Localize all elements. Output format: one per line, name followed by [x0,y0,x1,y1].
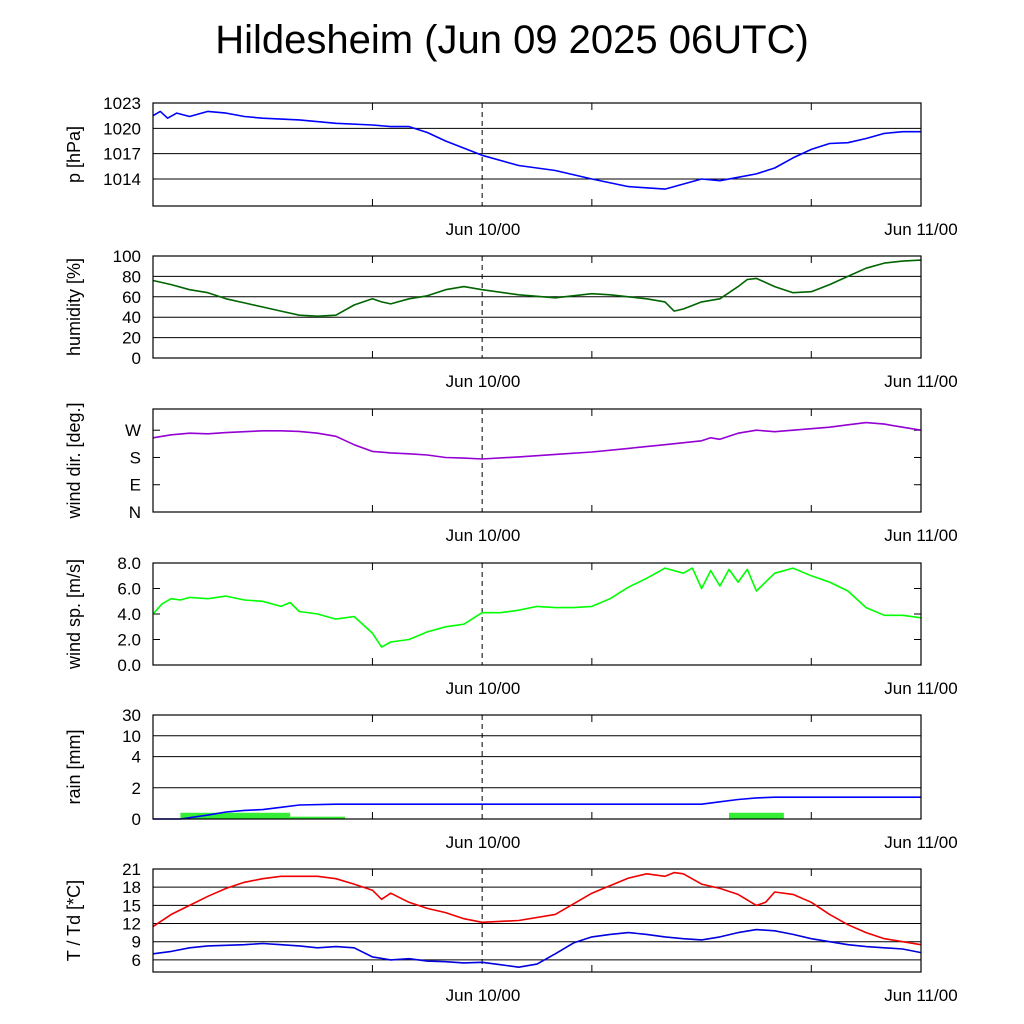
pressure-ytick-label: 1023 [103,94,141,113]
temperature-ylabel: T / Td [*C] [64,880,84,961]
chart-title: Hildesheim (Jun 09 2025 06UTC) [215,18,809,62]
wind-direction-ytick-label: W [125,421,141,440]
rain-series-line-0 [153,796,921,820]
rain-bar [180,812,291,819]
humidity-ytick-label: 20 [122,329,141,348]
rain-frame [152,714,922,820]
rain-bar [290,816,345,819]
humidity-xtick-label: Jun 10/00 [446,372,521,391]
humidity-ytick-label: 100 [113,247,141,266]
rain-xtick-label: Jun 10/00 [446,833,521,852]
temperature-series-line-0 [152,871,922,946]
wind-speed-ytick-label: 2.0 [117,631,141,650]
temperature-ytick-label: 9 [132,933,141,952]
temperature-ytick-label: 12 [122,915,141,934]
wind-speed-ytick-label: 4.0 [117,605,141,624]
humidity-ylabel: humidity [%] [64,258,84,356]
humidity-frame [152,255,922,359]
wind-speed-xtick-label: Jun 10/00 [446,679,521,698]
humidity-ytick-label: 0 [132,349,141,368]
pressure-xtick-label: Jun 10/00 [446,220,521,239]
wind-direction-ytick-label: E [130,476,141,495]
temperature-ytick-label: 18 [122,878,141,897]
rain-bar [729,812,784,819]
humidity-ytick-label: 60 [122,288,141,307]
pressure-ytick-label: 1020 [103,119,141,138]
temperature-xtick-label: Jun 11/00 [884,986,957,1005]
rain-ylabel: rain [mm] [64,729,84,804]
wind-speed-series-line-0 [152,567,922,648]
humidity-ytick-label: 40 [122,308,141,327]
temperature-ytick-label: 21 [122,860,141,879]
pressure-ytick-label: 1014 [103,170,141,189]
rain-ytick-label: 4 [132,748,141,767]
rain-ytick-label: 2 [132,779,141,798]
wind-direction-ytick-label: N [129,503,141,522]
wind-speed-frame [152,562,922,666]
wind-direction-xtick-label: Jun 11/00 [884,526,957,545]
wind-direction-frame [152,408,922,513]
temperature-frame [152,868,922,973]
wind-speed-panel: 8.0 6.0 4.0 2.0 0.0 Jun 10/00 Jun 11/00 wind sp… [64,554,958,698]
pressure-xtick-label: Jun 11/00 [884,220,957,239]
humidity-series-line-0 [152,259,922,318]
wind-direction-ytick-label: S [130,448,141,467]
wind-speed-ytick-label: 8.0 [117,554,141,573]
rain-ytick-label: 30 [122,706,141,725]
wind-speed-xtick-label: Jun 11/00 [884,679,957,698]
temperature-xtick-label: Jun 10/00 [446,986,521,1005]
humidity-ytick-label: 80 [122,267,141,286]
pressure-frame [152,102,922,207]
pressure-series-line-0 [152,110,921,190]
temperature-ytick-label: 15 [122,896,141,915]
temperature-ytick-label: 6 [132,951,141,970]
wind-direction-ylabel: wind dir. [deg.] [64,402,84,519]
rain-panel: 30 10 4 2 0 Jun 10/00 Jun 11/00 rain [mm] [64,706,958,852]
wind-direction-xtick-label: Jun 10/00 [446,526,521,545]
rain-ytick-label: 0 [132,810,141,829]
rain-ytick-label: 10 [122,727,141,746]
rain-xtick-label: Jun 11/00 [884,833,957,852]
wind-speed-ytick-label: 6.0 [117,580,141,599]
pressure-panel: 1023 1020 1017 1014 Jun 10/00 Jun 11/00 p [hPa… [64,94,958,239]
wind-speed-ytick-label: 0.0 [117,656,141,675]
humidity-xtick-label: Jun 11/00 [884,372,957,391]
temperature-series-line-1 [152,928,922,969]
wind-direction-series-line-0 [152,421,922,460]
pressure-ytick-label: 1017 [103,145,141,164]
pressure-ylabel: p [hPa] [64,126,84,183]
wind-speed-ylabel: wind sp. [m/s] [64,559,84,670]
